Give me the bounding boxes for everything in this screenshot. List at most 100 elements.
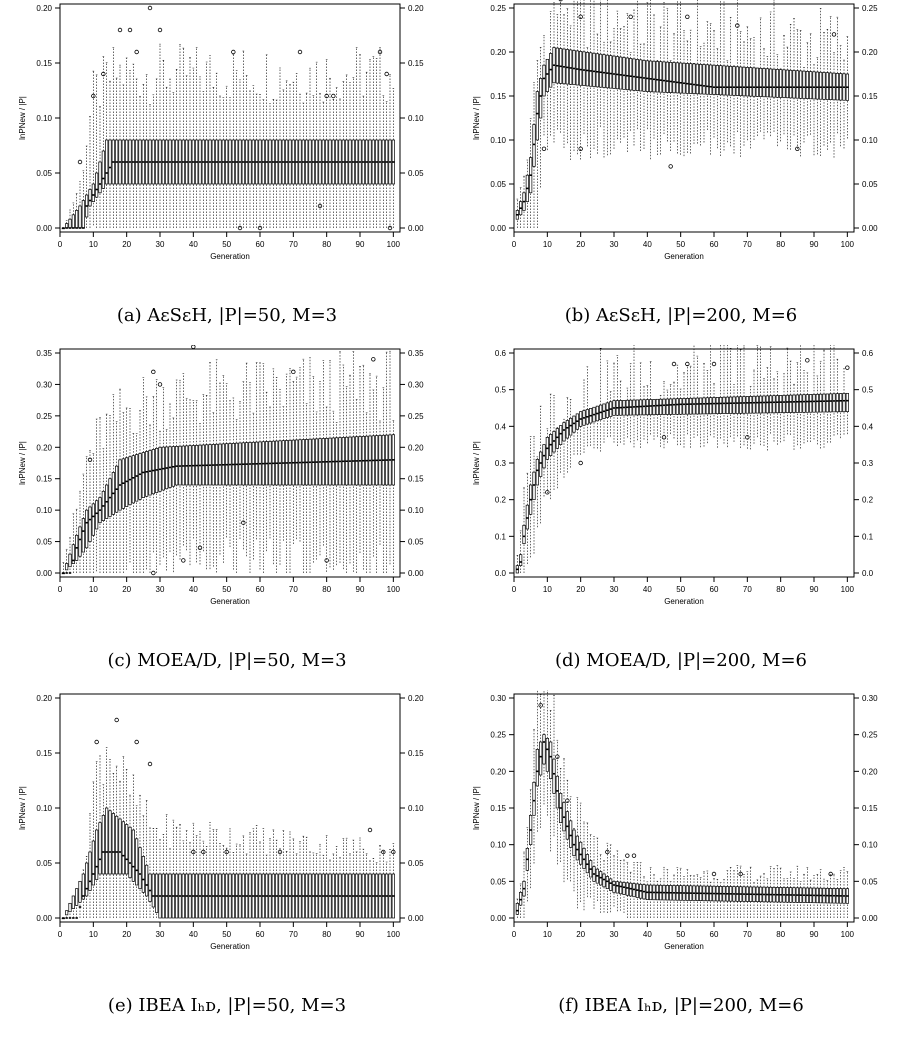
box: [602, 873, 606, 888]
box: [622, 57, 626, 90]
box: [101, 814, 105, 875]
box: [555, 428, 559, 449]
box: [775, 69, 779, 98]
outlier-point: [324, 93, 329, 99]
y-tick-label-right: 0.0: [862, 569, 874, 578]
box: [559, 425, 563, 446]
x-tick-label: 90: [356, 240, 365, 249]
outlier-point: [738, 871, 743, 877]
box: [795, 70, 799, 99]
box: [672, 62, 676, 94]
y-tick-label-right: 0.05: [408, 169, 424, 178]
box: [121, 821, 125, 875]
box: [612, 880, 616, 893]
y-tick-label-left: 0.20: [36, 4, 52, 13]
y-axis-label: lnPNew / |P|: [472, 786, 481, 830]
box: [619, 56, 623, 90]
box: [629, 882, 633, 897]
box: [582, 51, 586, 86]
box: [135, 838, 139, 886]
box: [579, 51, 583, 86]
x-axis-label: Generation: [210, 252, 250, 261]
box: [148, 873, 152, 902]
outlier-point: [91, 93, 96, 99]
box: [829, 72, 833, 101]
x-tick-label: 0: [58, 240, 63, 249]
box: [141, 856, 145, 893]
x-tick-label: 90: [356, 585, 365, 594]
y-tick-label-right: 0.15: [408, 475, 424, 484]
y-tick-label-left: 0.10: [36, 804, 52, 813]
x-tick-label: 80: [322, 930, 331, 939]
box: [755, 67, 759, 97]
box: [555, 775, 559, 809]
box: [545, 737, 549, 772]
box: [649, 60, 653, 93]
box: [745, 396, 749, 414]
box: [832, 393, 836, 413]
box: [111, 813, 115, 875]
box: [81, 518, 85, 553]
box: [689, 63, 693, 94]
box: [131, 455, 135, 504]
x-tick-label: 100: [841, 930, 855, 939]
y-tick-label-left: 0.35: [36, 349, 52, 358]
box: [582, 847, 586, 869]
x-tick-label: 60: [710, 930, 719, 939]
x-tick-label: 60: [710, 585, 719, 594]
box: [845, 392, 849, 413]
box: [148, 450, 152, 496]
outlier-point: [257, 225, 263, 231]
box: [71, 544, 75, 564]
box: [78, 880, 82, 903]
outlier-point: [828, 871, 833, 877]
outlier-point: [845, 365, 850, 370]
y-tick-label-right: 0.00: [408, 224, 424, 233]
x-tick-label: 50: [222, 240, 231, 249]
y-tick-label-right: 0.05: [408, 859, 424, 868]
boxes: [515, 0, 849, 228]
y-tick-label-left: 0.6: [495, 349, 507, 358]
box: [719, 65, 723, 96]
y-tick-label-left: 0.30: [36, 380, 52, 389]
box: [91, 503, 95, 536]
box: [125, 824, 129, 875]
x-tick-label: 40: [643, 585, 652, 594]
box: [759, 67, 763, 97]
outlier-point: [805, 358, 810, 363]
x-tick-label: 90: [810, 585, 819, 594]
box: [682, 398, 686, 415]
x-tick-label: 20: [122, 930, 131, 939]
x-tick-label: 20: [122, 585, 131, 594]
box: [765, 395, 769, 414]
box: [689, 397, 693, 415]
outlier-point: [117, 27, 123, 33]
box: [755, 395, 759, 414]
box: [645, 60, 649, 92]
y-axis-label: lnPNew / |P|: [18, 96, 27, 140]
y-tick-label-right: 0.20: [408, 694, 424, 703]
box: [535, 748, 539, 787]
box: [81, 873, 85, 900]
box: [809, 71, 813, 100]
x-axis-label: Generation: [210, 597, 250, 606]
x-tick-label: 0: [512, 240, 517, 249]
box: [108, 139, 112, 185]
box: [115, 815, 119, 875]
box: [615, 881, 619, 894]
outlier-point: [77, 159, 83, 165]
box: [675, 398, 679, 415]
box: [95, 829, 99, 880]
box: [625, 57, 629, 91]
outlier-point: [101, 71, 106, 77]
box: [619, 881, 623, 895]
box: [642, 399, 646, 416]
y-tick-label-left: 0.15: [490, 804, 506, 813]
outlier-point: [565, 798, 570, 803]
box: [739, 396, 743, 414]
box: [695, 63, 699, 95]
box: [519, 554, 523, 567]
box: [602, 54, 606, 88]
y-tick-label-right: 0.10: [408, 114, 424, 123]
box: [805, 394, 809, 413]
